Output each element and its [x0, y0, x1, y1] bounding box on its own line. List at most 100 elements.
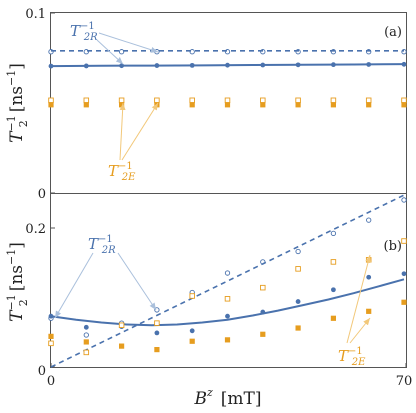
panel-b-frame	[50, 193, 407, 368]
panel-b-point-open-square-8	[330, 259, 337, 265]
xlabel-sup: z	[206, 386, 213, 399]
ylabel-b-close: ]	[7, 242, 27, 249]
ylabel-b-sub: 2	[17, 299, 30, 306]
panel-b-point-filled-circle-9	[366, 274, 372, 280]
panel-a-point-open-square-6	[260, 97, 266, 104]
panel-b-point-open-circle-1	[83, 332, 89, 338]
panel-b-point-filled-square-1	[83, 339, 89, 345]
panel-b-point-filled-square-3	[154, 347, 160, 353]
panel-b-xtick-right: 70	[396, 374, 413, 389]
panel-b-dashed-line-blue	[50, 194, 405, 368]
panel-a-arrow-T2R-solid	[96, 39, 124, 65]
panel-b-marks	[48, 194, 407, 368]
panel-b-point-open-square-5	[224, 296, 231, 302]
xlabel-unit: [mT]	[221, 389, 262, 409]
panel-b-point-filled-square-4	[189, 338, 195, 344]
panel-b-xlabel: Bz [mT]	[193, 386, 261, 409]
panel-b-arrow-T2R-right	[117, 252, 157, 311]
panel-a-label: (a)	[384, 25, 402, 40]
panel-b-point-open-circle-7	[295, 248, 301, 255]
panel-b-point-open-square-3	[154, 320, 160, 326]
panel-b-point-filled-square-5	[224, 337, 231, 343]
panel-b-label: (b)	[384, 239, 402, 254]
panel-b-annotation-T2R: T−1 2R	[88, 234, 116, 256]
ylabel-a-unit-sup: −1	[5, 70, 18, 86]
ylabel-a-sup: −1	[5, 115, 18, 131]
panel-b-point-filled-square-8	[330, 315, 336, 321]
panel-b-point-filled-square-6	[260, 331, 266, 337]
panel-b-point-filled-square-7	[295, 325, 301, 331]
panel-a-point-filled-square-8	[330, 102, 336, 108]
panel-b-point-open-circle-8	[330, 230, 337, 237]
panel-a-point-open-circle-2	[118, 49, 125, 55]
panel-b-point-filled-circle-3	[154, 330, 160, 336]
panel-b-ytick-bottom: 0	[38, 364, 46, 379]
panel-a-point-filled-square-0	[48, 102, 54, 108]
panel-b-xtick-left: 0	[47, 374, 55, 389]
panel-a-point-open-square-8	[330, 97, 337, 104]
panel-a-point-open-square-10	[401, 97, 407, 104]
panel-b-point-filled-square-0	[48, 333, 54, 339]
ylabel-a-unit: [ns	[7, 86, 27, 112]
panel-b-point-filled-circle-10	[401, 271, 407, 277]
panel-a-point-open-square-3	[154, 97, 160, 104]
panel-b-point-open-square-0	[48, 340, 54, 347]
panel-a-annotation-T2E: T−1 2E	[108, 161, 136, 183]
panel-b-annotation-T2E: T−1 2E	[338, 346, 366, 368]
panel-b-ytick-top: 0.2	[25, 222, 46, 237]
panel-b-point-open-square-7	[295, 266, 301, 272]
annotations: T−1 2R T−1 2E T−1 2R T−1 2E	[54, 21, 372, 368]
panel-a-solid-line-blue	[50, 63, 405, 68]
ylabel-b-unit-sup: −1	[5, 249, 18, 265]
panel-a-point-open-square-9	[365, 97, 372, 104]
panel-a-point-open-square-4	[189, 97, 195, 104]
panel-a-point-filled-square-9	[366, 102, 372, 108]
panel-b-arrow-T2R-left	[54, 252, 94, 319]
ylabel-a-close: ]	[7, 63, 27, 70]
xlabel-B: B	[193, 389, 207, 409]
panel-b-point-open-square-4	[189, 293, 195, 299]
ylabel-b-sup: −1	[5, 294, 18, 310]
panel-b-point-filled-circle-1	[83, 324, 89, 330]
ylabel-a-T: T	[7, 130, 27, 143]
panel-b-arrow-T2E-right	[349, 317, 371, 344]
panel-a-marks	[48, 49, 407, 108]
panel-b-point-filled-circle-4	[189, 328, 195, 334]
panel-a-point-open-square-5	[224, 97, 231, 104]
panel-a-point-open-square-2	[118, 97, 125, 104]
panel-a-point-filled-square-1	[83, 102, 89, 108]
panel-b-point-open-square-2	[118, 322, 125, 328]
panel-a-point-filled-square-5	[224, 102, 231, 108]
panel-b-point-filled-circle-8	[331, 287, 336, 293]
panel-a-point-open-square-0	[48, 97, 54, 104]
panel-b-ylabel: T−12[ns−1]	[5, 242, 30, 322]
panel-b-point-filled-circle-7	[295, 299, 301, 304]
panel-b-point-filled-circle-5	[225, 313, 230, 319]
panel-b-point-open-square-6	[260, 284, 266, 291]
panel-a-point-open-square-1	[83, 97, 90, 104]
panel-b-point-filled-square-2	[119, 343, 125, 349]
panel-a-ytick-bottom: 0	[38, 187, 46, 202]
panel-a-point-filled-square-10	[401, 102, 407, 108]
ylabel-a-sub: 2	[17, 120, 30, 127]
panel-a-point-filled-square-6	[260, 102, 266, 108]
ylabel-b-T: T	[7, 309, 27, 322]
panel-a-ticks	[50, 12, 55, 194]
panel-a-ylabel: T−12[ns−1]	[5, 63, 30, 143]
panel-a-point-filled-square-4	[189, 102, 195, 108]
ylabel-b-unit: [ns	[7, 265, 27, 291]
panel-b-point-filled-square-10	[401, 299, 407, 305]
panel-b-point-open-circle-9	[366, 217, 372, 223]
panel-b-point-filled-square-9	[366, 308, 372, 314]
panel-a-annotation-T2R: T−1 2R	[70, 21, 98, 43]
panel-a-arrow-T2E-right	[121, 102, 159, 161]
panel-b-point-open-square-1	[83, 349, 90, 356]
panel-a-ytick-top: 0.1	[25, 7, 46, 22]
panel-b-point-filled-circle-0	[48, 313, 54, 319]
panel-a-point-filled-square-2	[119, 102, 125, 108]
panel-b-point-open-circle-5	[224, 270, 231, 276]
panel-a-point-open-square-7	[295, 97, 301, 104]
panel-a-point-filled-square-7	[295, 102, 301, 108]
panel-a-point-open-circle-4	[189, 49, 195, 55]
